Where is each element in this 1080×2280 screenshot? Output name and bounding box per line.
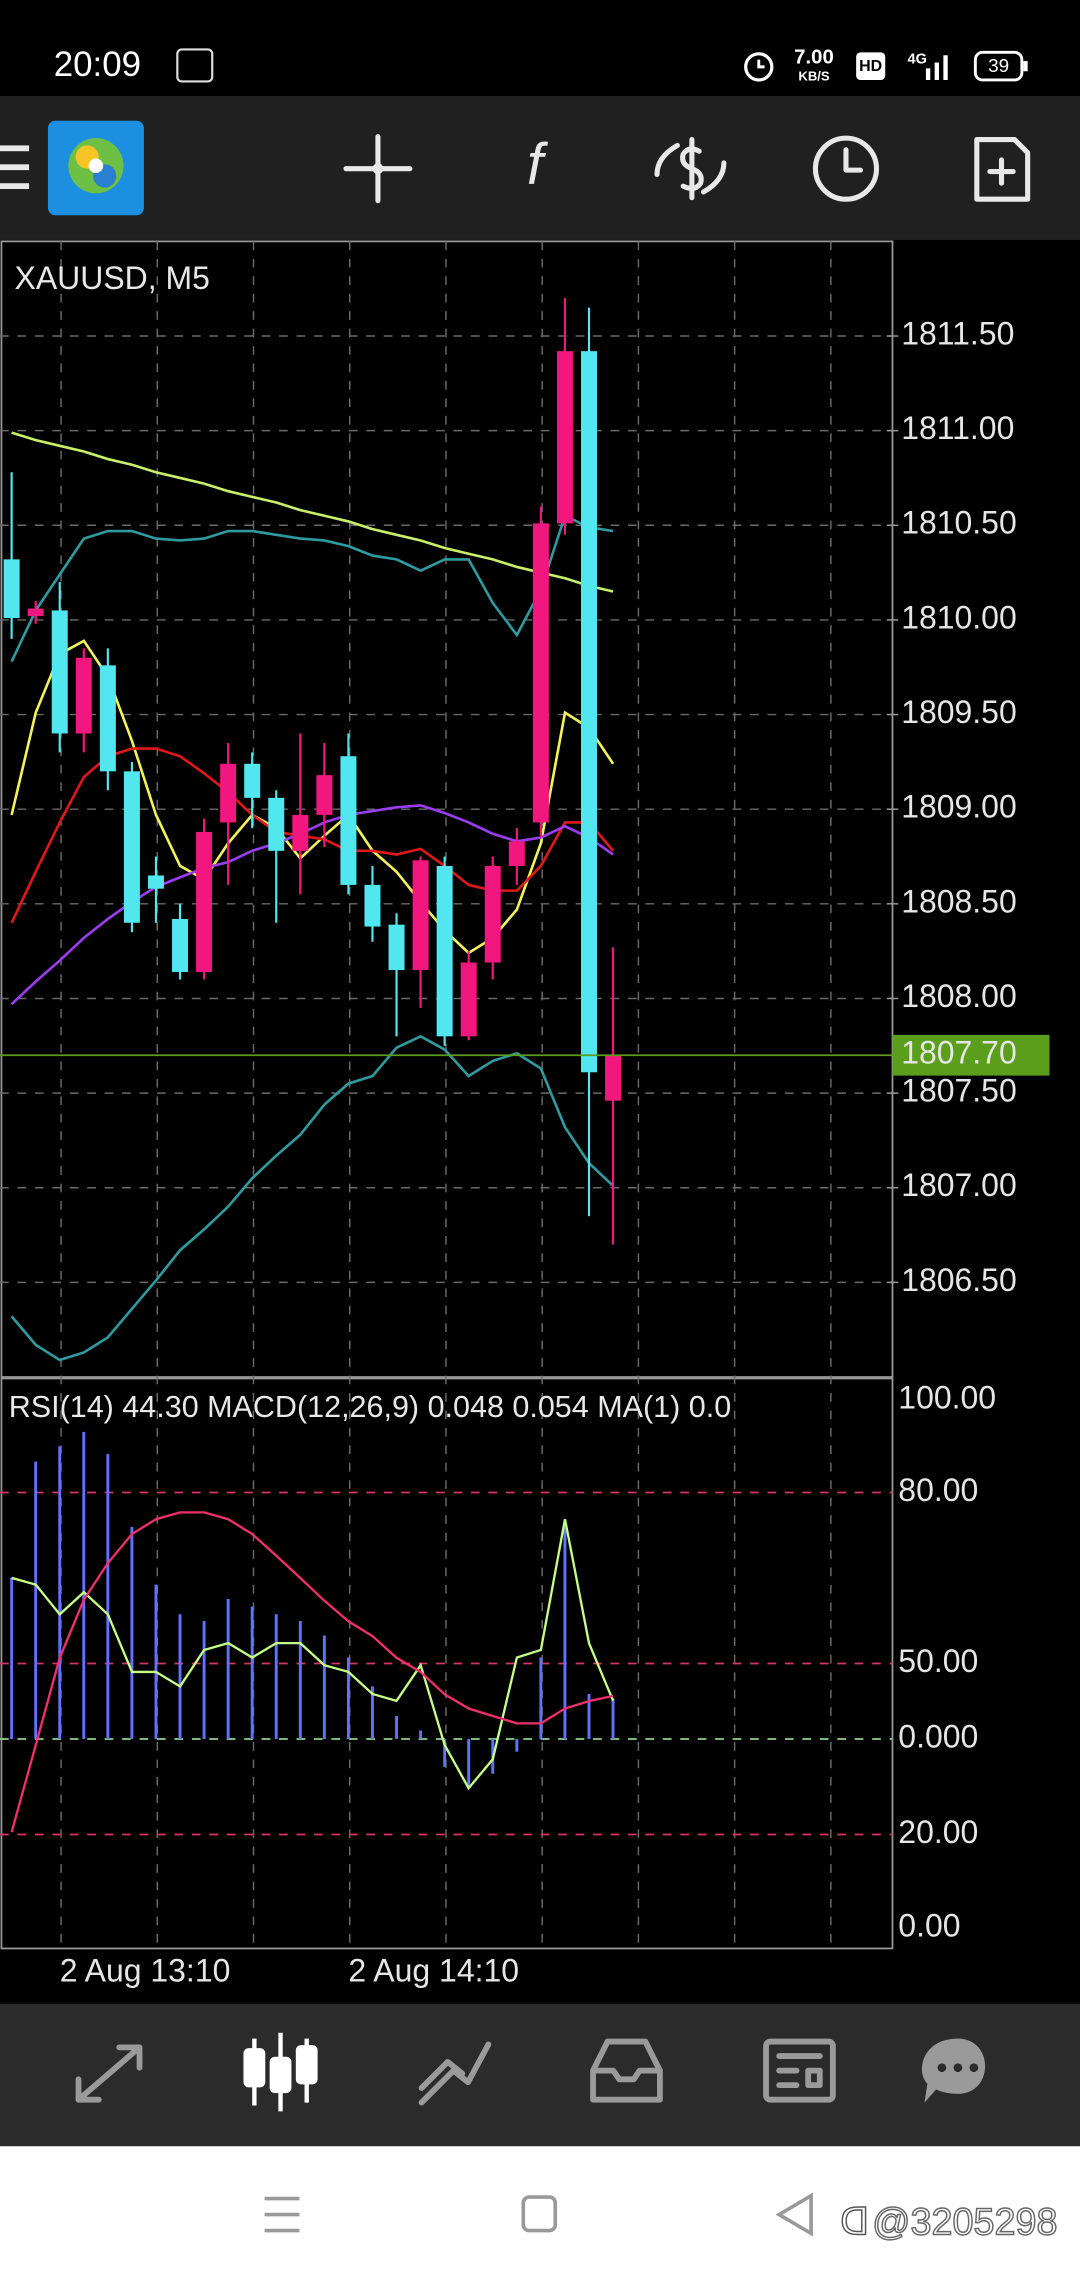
watermark-logo: ᗡ <box>840 2202 869 2244</box>
candle-body <box>51 610 68 734</box>
candle-body <box>556 351 573 524</box>
candle-body <box>3 559 20 619</box>
candle-body <box>196 831 213 972</box>
bottom-nav <box>0 2003 1080 2147</box>
indicator-tick-label: 100.00 <box>898 1380 996 1416</box>
candle-body <box>147 875 164 889</box>
indicator-title: RSI(14) 44.30 MACD(12,26,9) 0.048 0.054 … <box>9 1390 731 1424</box>
indicator-plot <box>0 1431 893 1836</box>
candle-body <box>268 797 285 851</box>
indicator-tick-label: 80.00 <box>898 1472 978 1508</box>
price-tick-label: 1808.00 <box>901 978 1017 1014</box>
candle-body <box>605 1055 622 1101</box>
price-tick-label: 1810.50 <box>901 505 1017 541</box>
net-speed: 7.00 <box>794 47 834 69</box>
battery-level: 39 <box>988 56 1009 77</box>
chart-tab[interactable] <box>243 2032 318 2112</box>
status-bar: 20:09 7.00 KB/S HD 4G 39 <box>54 45 1028 84</box>
symbol-title: XAUUSD, M5 <box>15 260 210 296</box>
history-tab[interactable] <box>590 2038 663 2103</box>
news-tab[interactable] <box>763 2038 836 2103</box>
price-tick-label: 1807.50 <box>901 1073 1017 1109</box>
hd-text: HD <box>859 58 882 75</box>
crosshair-button[interactable] <box>343 134 413 204</box>
watermark: @3205298 <box>872 2202 1057 2244</box>
indicator-line <box>11 1519 615 1791</box>
indicator-line <box>10 1511 614 1833</box>
indicator-axis: 100.00 80.00 50.00 20.00 0.00 0.000 <box>898 1380 996 1944</box>
alarm-icon <box>744 52 774 82</box>
hd-badge <box>856 52 886 80</box>
overlay-line <box>11 431 614 593</box>
signal-icon <box>925 55 948 80</box>
new-order-button[interactable] <box>974 137 1031 202</box>
candle-body <box>316 775 333 815</box>
last-price-label: 1807.70 <box>901 1035 1017 1071</box>
menu-key[interactable] <box>264 2196 300 2233</box>
candle-body <box>99 665 116 772</box>
time-label: 2 Aug 13:10 <box>60 1953 231 1989</box>
battery-icon <box>973 50 1024 82</box>
last-price-box <box>892 1034 1050 1076</box>
history-button[interactable] <box>812 135 880 202</box>
time-axis: 2 Aug 13:10 2 Aug 14:10 <box>60 1953 519 1989</box>
price-tick-label: 1810.00 <box>901 599 1017 635</box>
candle-body <box>412 860 429 971</box>
indicator-tick-label: 20.00 <box>898 1814 978 1850</box>
main-plot <box>0 298 893 1362</box>
time-label: 2 Aug 14:10 <box>348 1953 519 1989</box>
price-tick-label: 1806.50 <box>901 1262 1017 1298</box>
candle-body <box>292 814 309 851</box>
quotes-tab[interactable] <box>75 2044 143 2103</box>
clock: 20:09 <box>54 45 141 84</box>
price-tick-label: 1811.00 <box>901 410 1014 446</box>
candle-body <box>508 841 525 866</box>
candle-body <box>123 771 140 923</box>
overlay-line <box>10 804 614 1006</box>
candle-body <box>172 918 189 972</box>
candle-body <box>460 962 477 1037</box>
candle-body <box>532 523 549 823</box>
overlay-line <box>10 513 614 663</box>
price-tick-label: 1811.50 <box>901 315 1014 351</box>
chat-tab[interactable] <box>921 2038 986 2103</box>
candle-body <box>75 657 92 734</box>
price-tick-label: 1808.50 <box>901 883 1017 919</box>
candle-body <box>364 884 381 927</box>
app-logo[interactable] <box>47 120 144 216</box>
menu-button[interactable] <box>0 145 30 190</box>
toolbar: f <box>0 95 1080 240</box>
candle-body <box>340 756 357 885</box>
price-tick-label: 1809.00 <box>901 789 1017 825</box>
network-type: 4G <box>908 51 927 67</box>
candle-body <box>580 351 597 1073</box>
back-key[interactable] <box>775 2192 813 2237</box>
candle-body <box>244 763 261 798</box>
price-axis: 1806.50 1807.00 1807.50 1808.00 1808.50 1809.… <box>886 315 1050 1298</box>
trade-tab[interactable] <box>418 2041 492 2106</box>
price-tick-label: 1809.50 <box>901 694 1017 730</box>
system-nav: ᗡ @3205298 <box>0 2146 1080 2280</box>
candle-body <box>220 763 237 823</box>
macd-tick-label: 0.000 <box>898 1718 978 1754</box>
trade-button[interactable] <box>654 137 727 201</box>
candle-body <box>388 924 405 971</box>
candle-body <box>484 865 501 963</box>
candle-body <box>436 865 453 1037</box>
net-speed-unit: KB/S <box>798 69 830 84</box>
indicator-tick-label: 0.00 <box>898 1908 960 1944</box>
indicator-tick-label: 50.00 <box>898 1643 978 1679</box>
notification-icon <box>176 48 214 83</box>
home-key[interactable] <box>521 2195 558 2233</box>
price-tick-label: 1807.00 <box>901 1167 1017 1203</box>
candle-body <box>27 608 44 617</box>
